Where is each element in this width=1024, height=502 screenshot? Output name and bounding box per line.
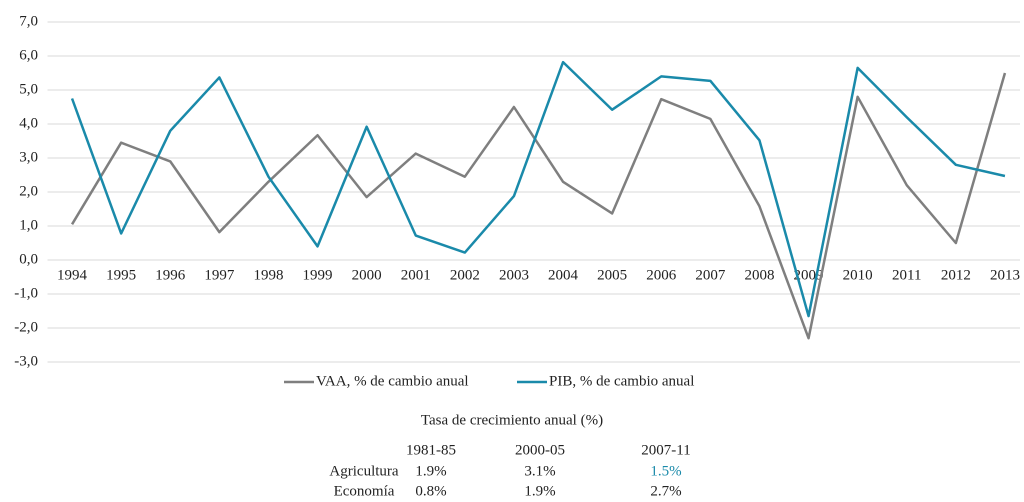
x-tick-label: 2010	[843, 267, 873, 283]
table-cell: 1.9%	[524, 483, 555, 499]
x-tick-label: 2011	[892, 267, 921, 283]
y-tick-label: 5,0	[19, 81, 38, 97]
legend-label: VAA, % de cambio anual	[316, 373, 469, 389]
x-tick-label: 1999	[303, 267, 333, 283]
x-tick-label: 1996	[155, 267, 186, 283]
y-tick-label: -3,0	[14, 353, 38, 369]
x-tick-label: 2001	[401, 267, 431, 283]
row-label: Economía	[334, 483, 395, 499]
y-tick-label: 2,0	[19, 183, 38, 199]
x-tick-label: 2004	[548, 267, 579, 283]
y-tick-label: 0,0	[19, 251, 38, 267]
table-cell: 1.9%	[415, 463, 446, 479]
x-tick-label: 1998	[253, 267, 283, 283]
x-tick-label: 2003	[499, 267, 529, 283]
table-header: 2000-05	[515, 442, 565, 458]
table-cell: 0.8%	[415, 483, 446, 499]
table-cell: 3.1%	[524, 463, 555, 479]
x-tick-label: 2008	[744, 267, 774, 283]
x-tick-label: 1995	[106, 267, 136, 283]
table-cell: 2.7%	[650, 483, 681, 499]
y-tick-label: -1,0	[14, 285, 38, 301]
row-label: Agricultura	[329, 463, 398, 479]
x-tick-label: 1994	[57, 267, 88, 283]
x-tick-label: 2012	[941, 267, 971, 283]
table-header: 2007-11	[641, 442, 690, 458]
series-line	[70, 60, 1006, 318]
y-tick-label: 7,0	[19, 13, 38, 29]
table-header: 1981-85	[406, 442, 456, 458]
x-tick-label: 2005	[597, 267, 627, 283]
table-title: Tasa de crecimiento anual (%)	[421, 412, 603, 428]
y-tick-label: -2,0	[14, 319, 38, 335]
x-tick-label: 2000	[352, 267, 382, 283]
legend-label: PIB, % de cambio anual	[549, 373, 694, 389]
x-tick-label: 2013	[990, 267, 1020, 283]
x-tick-label: 1997	[204, 267, 235, 283]
table-cell: 1.5%	[650, 463, 681, 479]
y-tick-label: 3,0	[19, 149, 38, 165]
x-tick-label: 2006	[646, 267, 677, 283]
series-line	[70, 72, 1007, 340]
x-tick-label: 2002	[450, 267, 480, 283]
y-tick-label: 1,0	[19, 217, 38, 233]
x-tick-label: 2007	[695, 267, 726, 283]
y-tick-label: 6,0	[19, 47, 38, 63]
y-tick-label: 4,0	[19, 115, 38, 131]
